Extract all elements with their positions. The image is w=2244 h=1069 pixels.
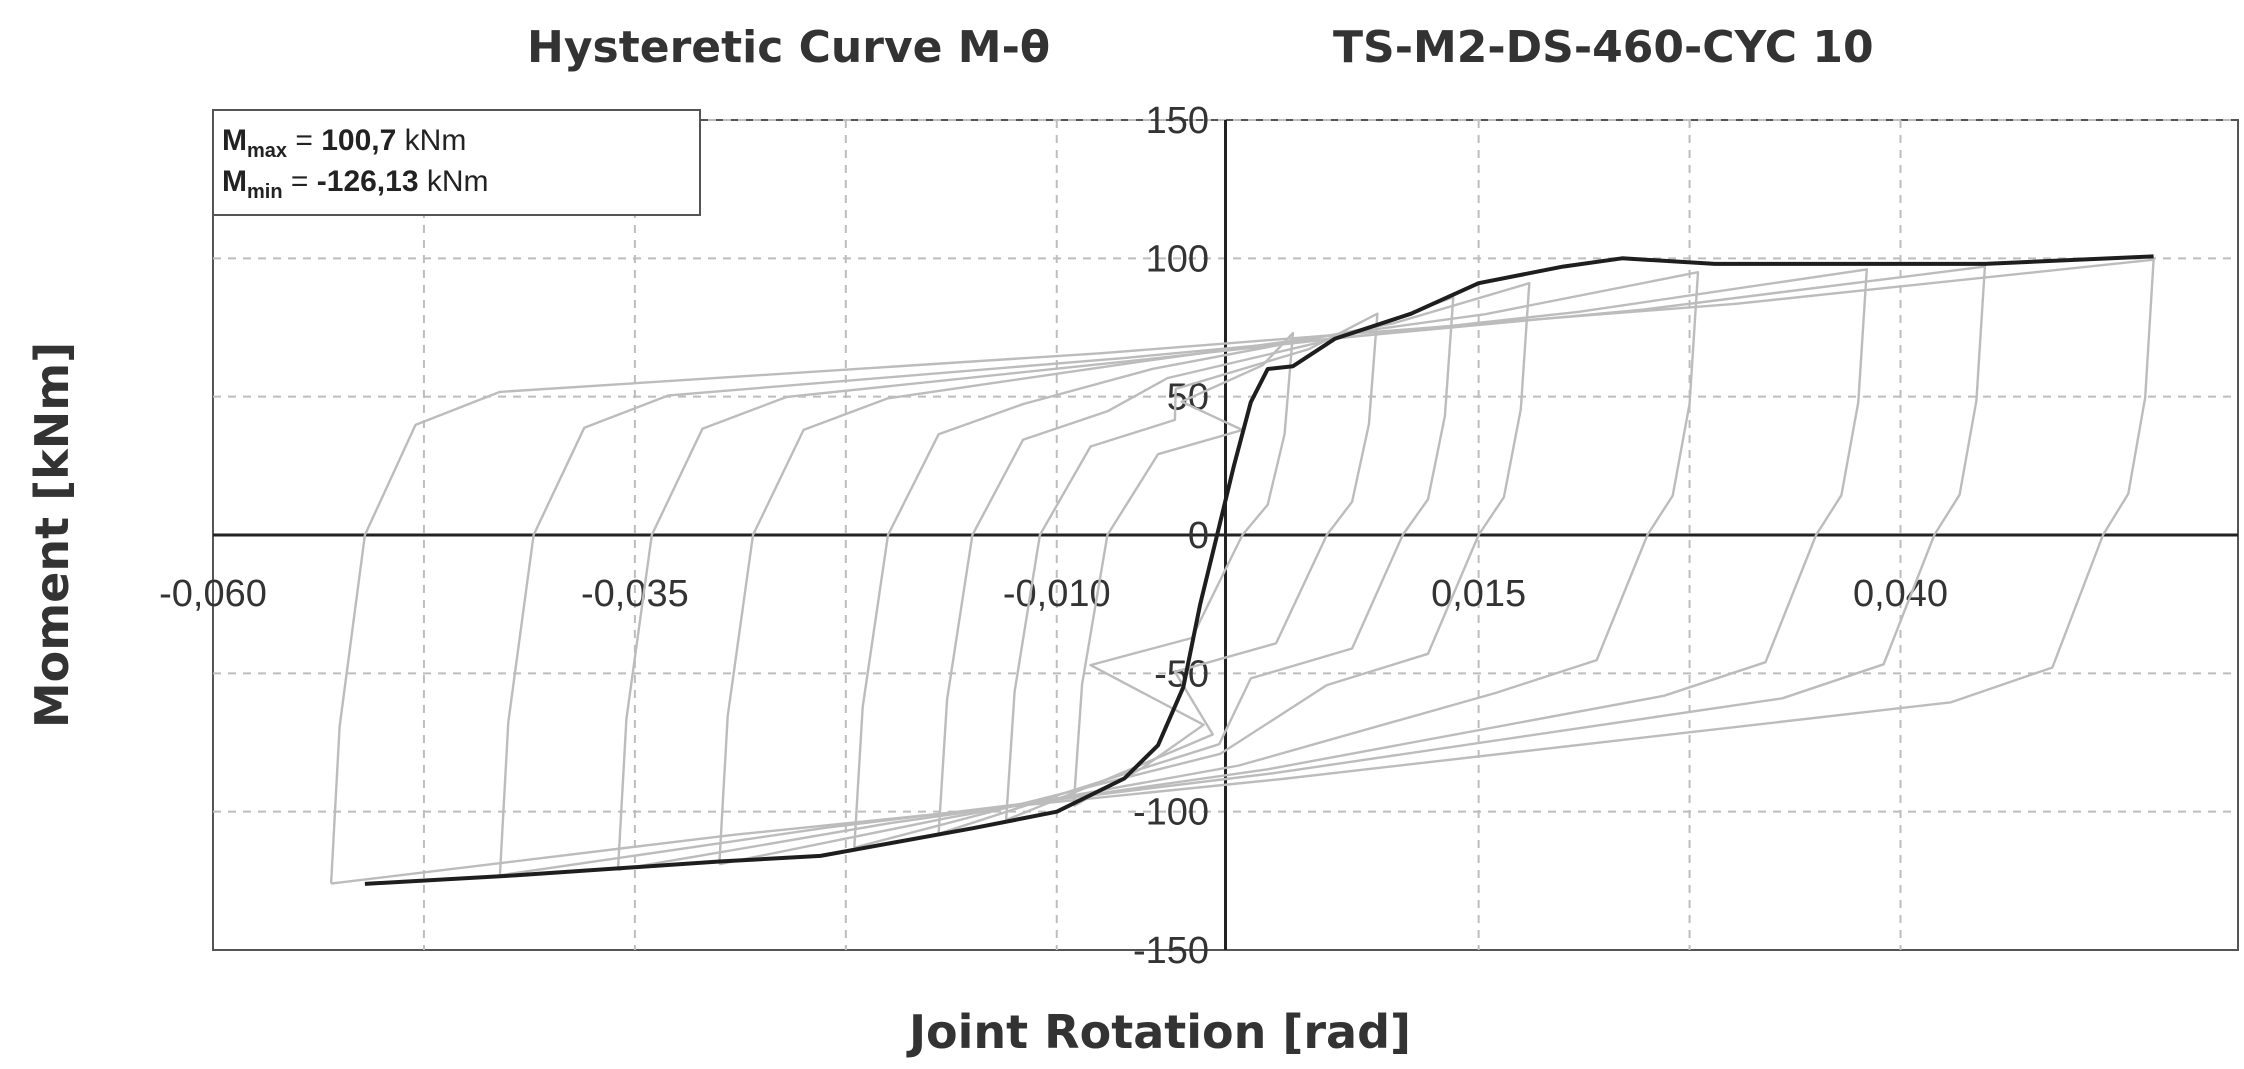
y-tick-label: 100: [1146, 238, 1209, 280]
annotation-max-symbol: M: [222, 124, 247, 157]
chart-subtitle: TS-M2-DS-460-CYC 10: [1333, 22, 1874, 73]
x-tick-label: -0,035: [581, 573, 689, 615]
annotation-max: Mmax = 100,7 kNm: [222, 124, 466, 162]
chart-title: Hysteretic Curve M-θ: [527, 22, 1050, 73]
annotation-max-equals: =: [287, 124, 321, 157]
hysteresis-loop: [1004, 312, 1379, 822]
annotation-max-unit: kNm: [396, 124, 466, 157]
y-tick-label: -100: [1133, 792, 1209, 834]
x-axis-title: Joint Rotation [rad]: [906, 1005, 1411, 1059]
annotation-min-unit: kNm: [419, 165, 489, 198]
y-tick-label: 0: [1188, 515, 1209, 557]
annotation-min-subscript: min: [247, 181, 283, 203]
annotation-box: [212, 109, 701, 216]
max-min-annotation: Mmax = 100,7 kNm Mmin = -126,13 kNm: [212, 109, 701, 216]
y-tick-label: 150: [1146, 100, 1209, 142]
hysteresis-loop: [1072, 331, 1295, 808]
x-tick-label: -0,060: [159, 573, 267, 615]
x-tick-label: 0,015: [1431, 573, 1526, 615]
series-hysteresis-loops: [329, 258, 2155, 885]
x-tick-label: -0,010: [1003, 573, 1111, 615]
envelope-line: [364, 254, 2154, 886]
hysteresis-loop: [498, 265, 1987, 877]
annotation-min-value: -126,13: [317, 165, 419, 198]
annotation-min-symbol: M: [222, 165, 247, 198]
hysteresis-loop: [616, 268, 1868, 871]
hysteresis-loop: [937, 295, 1455, 835]
hysteresis-loop: [718, 271, 1700, 866]
annotation-max-value: 100,7: [321, 124, 396, 157]
annotation-min: Mmin = -126,13 kNm: [222, 165, 489, 203]
axes: [213, 120, 2238, 950]
annotation-min-equals: =: [283, 165, 317, 198]
y-axis-title: Moment [kNm]: [25, 342, 79, 728]
hysteresis-loop: [329, 258, 2155, 885]
hysteresis-loop: [853, 282, 1531, 849]
x-ticks: -0,060 -0,035 -0,010 0,015 0,040: [159, 573, 1948, 615]
y-tick-label: -150: [1133, 930, 1209, 972]
annotation-max-subscript: max: [247, 140, 287, 162]
x-tick-label: 0,040: [1853, 573, 1948, 615]
series-envelope: [364, 254, 2154, 886]
